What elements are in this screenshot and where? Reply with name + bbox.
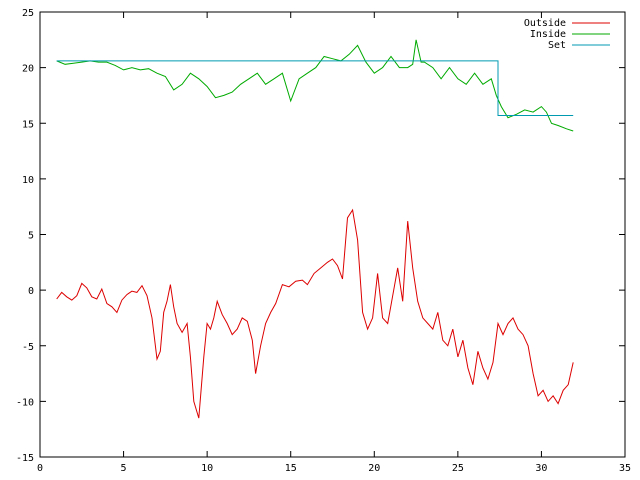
x-tick-label: 35 xyxy=(619,463,631,474)
y-tick-label: 15 xyxy=(22,119,34,130)
y-tick-label: -5 xyxy=(22,342,34,353)
x-tick-label: 15 xyxy=(285,463,297,474)
x-tick-label: 30 xyxy=(535,463,547,474)
y-tick-label: 5 xyxy=(28,231,34,242)
legend-label-outside: Outside xyxy=(524,18,566,29)
y-tick-label: 20 xyxy=(22,64,34,75)
x-tick-label: 20 xyxy=(368,463,380,474)
series-line-outside xyxy=(57,210,574,418)
series-line-inside xyxy=(57,40,574,131)
y-tick-label: -10 xyxy=(16,397,34,408)
axis-ticks: 0 5 10 15 20 25 30 35 -15 -10 -5 0 5 10 15 20 25 xyxy=(16,8,631,474)
x-tick-label: 5 xyxy=(121,463,127,474)
x-tick-label: 0 xyxy=(37,463,43,474)
series-line-set xyxy=(57,61,574,116)
y-tick-label: 10 xyxy=(22,175,34,186)
y-tick-label: -15 xyxy=(16,453,34,464)
legend-label-set: Set xyxy=(548,40,566,51)
legend-label-inside: Inside xyxy=(530,29,566,40)
series-layer xyxy=(57,40,574,418)
y-tick-label: 0 xyxy=(28,286,34,297)
x-tick-label: 10 xyxy=(201,463,213,474)
x-tick-label: 25 xyxy=(452,463,464,474)
y-tick-label: 25 xyxy=(22,8,34,19)
